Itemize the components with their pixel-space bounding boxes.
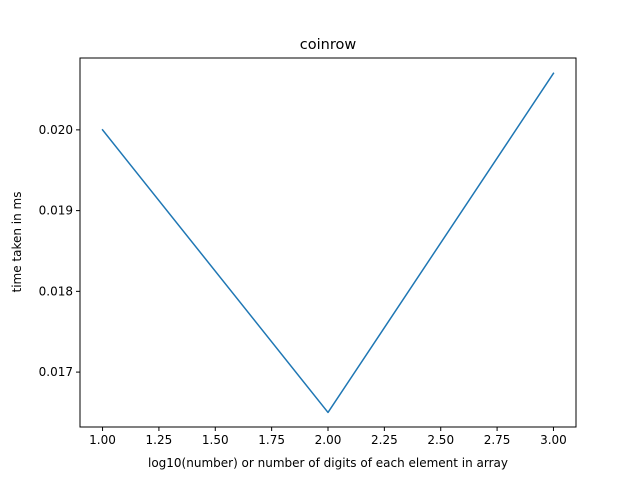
y-tick-label: 0.019 bbox=[39, 204, 73, 218]
x-tick-label: 2.50 bbox=[427, 433, 454, 447]
plot-layer bbox=[101, 72, 555, 414]
x-tick-label: 2.00 bbox=[315, 433, 342, 447]
x-axis-label: log10(number) or number of digits of eac… bbox=[148, 456, 508, 470]
series-line bbox=[101, 72, 555, 414]
y-axis-label: time taken in ms bbox=[10, 191, 24, 292]
x-tick-label: 2.25 bbox=[371, 433, 398, 447]
x-tick-label: 2.75 bbox=[484, 433, 511, 447]
x-axis-ticks: 1.00 1.25 1.50 1.75 2.00 2.25 2.50 2.75 3.00 bbox=[89, 427, 567, 447]
x-tick-label: 1.75 bbox=[258, 433, 285, 447]
x-tick-label: 1.00 bbox=[89, 433, 116, 447]
y-tick-label: 0.018 bbox=[39, 284, 73, 298]
x-tick-label: 3.00 bbox=[540, 433, 567, 447]
chart-title: coinrow bbox=[300, 37, 357, 53]
y-tick-label: 0.017 bbox=[39, 365, 73, 379]
y-tick-label: 0.020 bbox=[39, 123, 73, 137]
x-tick-label: 1.50 bbox=[202, 433, 229, 447]
y-axis-ticks: 0.017 0.018 0.019 0.020 bbox=[39, 123, 80, 379]
x-tick-label: 1.25 bbox=[146, 433, 173, 447]
